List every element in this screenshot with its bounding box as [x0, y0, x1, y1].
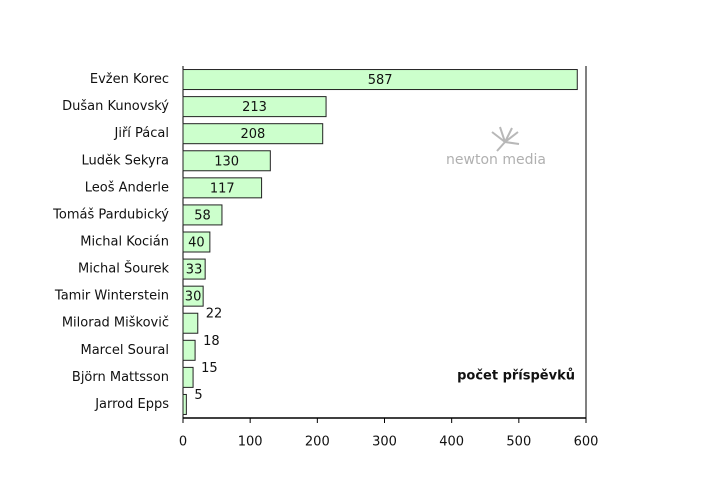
- x-tick-label: 100: [238, 435, 263, 450]
- value-label: 22: [206, 307, 223, 322]
- x-tick-label: 500: [506, 435, 531, 450]
- bar: [182, 177, 263, 199]
- value-label: 5: [194, 388, 202, 403]
- bar: [182, 96, 327, 118]
- watermark: newton media: [446, 152, 546, 168]
- logo: [491, 126, 520, 152]
- value-label: 30: [185, 290, 202, 305]
- bar: [182, 393, 187, 415]
- value-label: 18: [203, 334, 220, 349]
- x-tick-label: 600: [574, 435, 599, 450]
- bar: [182, 123, 324, 145]
- y-tick-label: Milorad Miškovič: [62, 316, 169, 331]
- annotation: počet příspěvků: [457, 369, 575, 384]
- value-label: 213: [242, 100, 267, 115]
- y-tick-label: Luděk Sekyra: [82, 153, 169, 168]
- y-tick-label: Tomáš Pardubický: [52, 207, 169, 222]
- x-tick-label: 200: [305, 435, 330, 450]
- value-label: 130: [214, 154, 239, 169]
- y-tick-label: Dušan Kunovský: [62, 99, 169, 114]
- x-tick-label: 0: [179, 435, 187, 450]
- x-tick-label: 300: [372, 435, 397, 450]
- value-label: 208: [240, 127, 265, 142]
- value-label: 58: [194, 208, 211, 223]
- value-label: 40: [188, 236, 205, 251]
- bar: [182, 204, 223, 226]
- value-label: 117: [210, 181, 235, 196]
- value-label: 587: [368, 73, 393, 88]
- bar: [182, 339, 196, 361]
- y-tick-label: Tamir Winterstein: [54, 289, 169, 304]
- y-tick-label: Björn Mattsson: [72, 370, 169, 385]
- y-tick-label: Jiří Pácal: [114, 126, 169, 141]
- bar: [182, 312, 199, 334]
- bar: [182, 285, 204, 307]
- bar: [182, 69, 578, 91]
- x-tick-label: 400: [439, 435, 464, 450]
- y-tick-label: Marcel Soural: [81, 343, 170, 358]
- bar: [182, 366, 194, 388]
- y-tick-label: Jarrod Epps: [94, 397, 169, 412]
- y-tick-label: Leoš Anderle: [85, 180, 169, 195]
- bar: [182, 150, 271, 172]
- bar: [182, 258, 206, 280]
- y-tick-label: Michal Šourek: [78, 261, 169, 277]
- value-label: 15: [201, 361, 218, 376]
- bar: [182, 231, 211, 253]
- y-tick-label: Evžen Korec: [90, 72, 169, 87]
- y-tick-label: Michal Kocián: [80, 235, 169, 250]
- value-label: 33: [186, 263, 203, 278]
